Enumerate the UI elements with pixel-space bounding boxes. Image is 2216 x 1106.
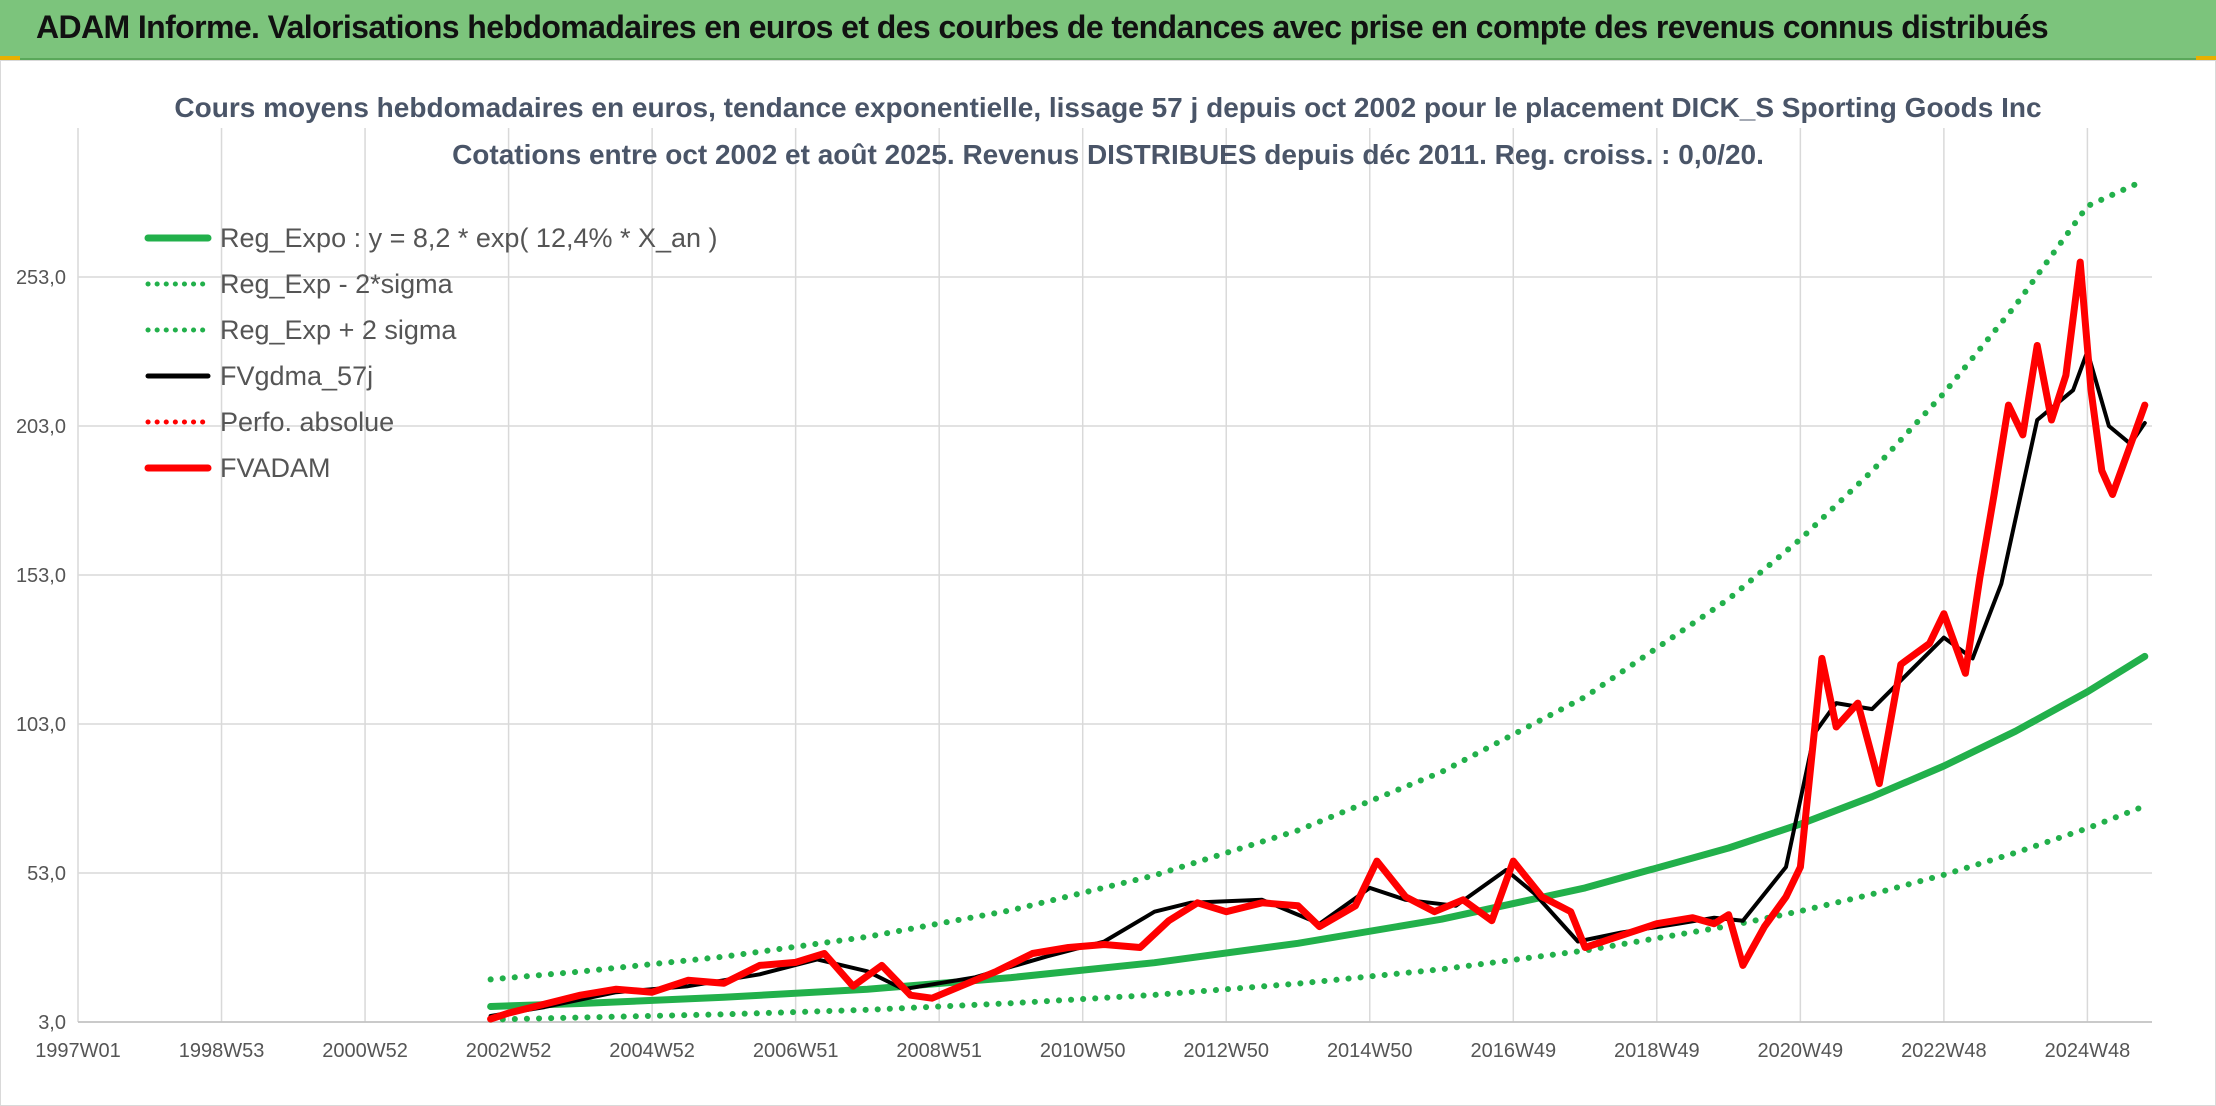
x-tick-label: 2020W49 [1758, 1040, 1844, 1062]
x-tick-label: 1998W53 [179, 1040, 265, 1062]
x-tick-label: 2024W48 [2045, 1040, 2131, 1062]
y-tick-label: 3,0 [38, 1012, 66, 1034]
series-line [487, 258, 2149, 1023]
chart-title: Cours moyens hebdomadaires en euros, ten… [174, 92, 2042, 123]
series-line [488, 349, 2147, 1018]
legend-swatch [145, 373, 211, 379]
report-title: ADAM Informe. Valorisations hebdomadaire… [36, 9, 2049, 45]
x-tick-label: 1997W01 [35, 1040, 121, 1062]
x-tick-label: 2008W51 [896, 1040, 982, 1062]
legend-label: FVADAM [220, 452, 331, 483]
report-header: ADAM Informe. Valorisations hebdomadaire… [0, 0, 2216, 60]
y-tick-label: 153,0 [16, 565, 66, 587]
y-tick-label: 203,0 [16, 416, 66, 438]
legend-item: FVADAM [144, 445, 718, 491]
y-tick-label: 53,0 [27, 863, 66, 885]
x-tick-label: 2000W52 [322, 1040, 408, 1062]
y-tick-label: 103,0 [16, 714, 66, 736]
legend-item: Perfo. absolue [144, 399, 718, 445]
legend-swatch [145, 327, 211, 333]
x-tick-label: 2018W49 [1614, 1040, 1700, 1062]
legend-swatch [144, 234, 212, 242]
x-tick-label: 2014W50 [1327, 1040, 1413, 1062]
legend-item: FVgdma_57j [144, 353, 718, 399]
x-tick-label: 2010W50 [1040, 1040, 1126, 1062]
legend-label: Reg_Exp - 2*sigma [220, 268, 453, 299]
legend-label: Reg_Exp + 2 sigma [220, 314, 457, 345]
series-line [487, 803, 2148, 1023]
x-tick-label: 2012W50 [1183, 1040, 1269, 1062]
chart-legend: Reg_Expo : y = 8,2 * exp( 12,4% * X_an )… [144, 215, 718, 491]
x-tick-label: 2022W48 [1901, 1040, 1987, 1062]
legend-item: Reg_Exp - 2*sigma [144, 261, 718, 307]
series-line [487, 177, 2148, 983]
legend-label: Reg_Expo : y = 8,2 * exp( 12,4% * X_an ) [220, 222, 718, 253]
x-tick-label: 2004W52 [609, 1040, 695, 1062]
legend-swatch [144, 464, 212, 472]
legend-swatch [145, 281, 211, 287]
y-tick-label: 253,0 [16, 267, 66, 289]
legend-label: Perfo. absolue [220, 406, 395, 437]
series-line [487, 652, 2149, 1010]
legend-item: Reg_Exp + 2 sigma [144, 307, 718, 353]
x-tick-label: 2002W52 [466, 1040, 552, 1062]
x-tick-label: 2006W51 [753, 1040, 839, 1062]
chart-area [0, 60, 2216, 1106]
legend-swatch [145, 419, 211, 425]
legend-label: FVgdma_57j [220, 360, 374, 391]
legend-item: Reg_Expo : y = 8,2 * exp( 12,4% * X_an ) [144, 215, 718, 261]
chart-subtitle: Cotations entre oct 2002 et août 2025. R… [452, 139, 1764, 170]
x-tick-label: 2016W49 [1470, 1040, 1556, 1062]
